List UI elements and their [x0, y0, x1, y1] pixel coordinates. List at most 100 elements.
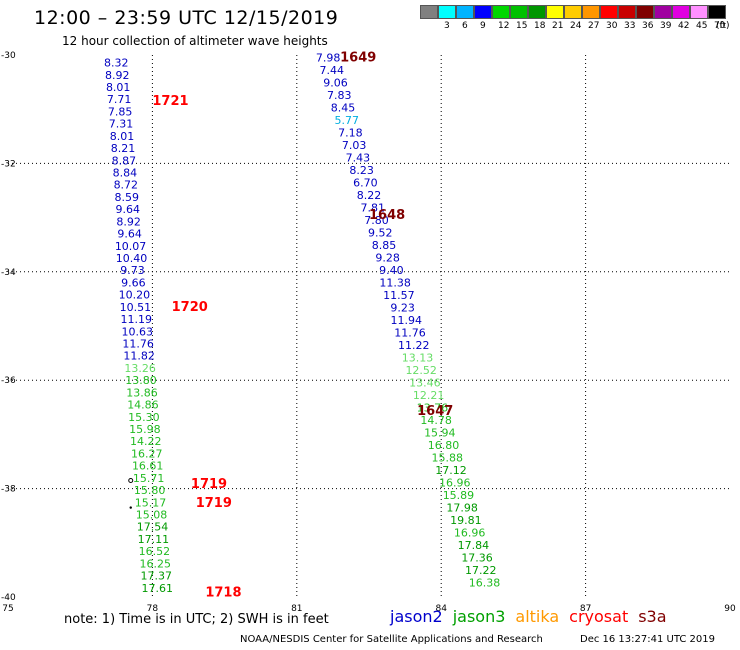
satellite-jason3: jason3: [452, 607, 506, 626]
wave-height-value: 11.22: [398, 339, 430, 352]
generation-timestamp: Dec 16 13:27:41 UTC 2019: [580, 634, 715, 645]
wave-height-value: 16.96: [439, 476, 471, 489]
wave-height-value: 13.86: [126, 386, 158, 399]
wave-height-value: 17.61: [141, 582, 173, 595]
wave-height-value: 10.07: [115, 240, 147, 253]
footer-note: note: 1) Time is in UTC; 2) SWH is in fe…: [64, 612, 329, 627]
legend-swatch: [456, 5, 474, 19]
wave-height-value: 8.92: [116, 215, 141, 228]
wave-height-value: 8.87: [112, 154, 137, 167]
wave-height-value: 8.21: [111, 142, 136, 155]
wave-height-value: 15.94: [424, 426, 456, 439]
pass-time-label: 1718: [205, 586, 241, 601]
chart-subtitle: 12 hour collection of altimeter wave hei…: [62, 34, 328, 48]
legend-swatch: [708, 5, 726, 19]
pass-time-label: 1648: [369, 208, 405, 223]
legend-swatch: [690, 5, 708, 19]
legend-swatch: [564, 5, 582, 19]
legend-swatch: [420, 5, 438, 19]
wave-height-value: 8.01: [106, 81, 131, 94]
satellite-legend: jason2 jason3 altika cryosat s3a: [390, 607, 677, 626]
wave-height-value: 9.64: [115, 203, 140, 216]
wave-height-value: 15.71: [133, 472, 165, 485]
wave-height-value: 8.72: [114, 179, 139, 192]
wave-height-value: 15.17: [135, 496, 167, 509]
legend-labels: 3 6 9 12 15 18 21 24 27 30 33 36 39 42 45 70 (ft): [420, 19, 740, 33]
legend-unit: (ft): [716, 21, 730, 31]
legend-swatch: [510, 5, 528, 19]
legend-label: 70: [714, 21, 726, 31]
wave-height-value: 16.27: [131, 447, 163, 460]
wave-height-value: 9.66: [121, 276, 146, 289]
wave-height-value: 17.37: [141, 570, 173, 583]
legend-swatch: [546, 5, 564, 19]
wave-height-value: 11.94: [391, 314, 423, 327]
wave-height-value: 12.52: [405, 364, 437, 377]
pass-time-label: 1720: [172, 300, 208, 315]
wave-height-value: 7.98: [316, 52, 341, 65]
pass-time-label: 1719: [191, 477, 227, 492]
legend-label: 18: [534, 21, 546, 31]
wave-height-value: 11.38: [379, 277, 411, 290]
wave-height-value: 13.13: [402, 352, 434, 365]
wave-height-value: 11.82: [123, 350, 155, 363]
wave-height-value: 17.54: [137, 521, 169, 534]
legend-swatch: [492, 5, 510, 19]
wave-height-value: 11.76: [394, 327, 426, 340]
wave-height-value: 14.86: [127, 399, 159, 412]
x-tick-label: 81: [291, 604, 302, 614]
legend-label: 6: [462, 21, 468, 31]
wave-height-value: 14.78: [420, 414, 452, 427]
y-tick-label: -40: [1, 593, 16, 603]
color-legend: 3 6 9 12 15 18 21 24 27 30 33 36 39 42 45 70 (ft): [420, 5, 740, 33]
wave-height-value: 13.46: [409, 376, 441, 389]
legend-label: 15: [516, 21, 528, 31]
wave-height-value: 15.30: [128, 411, 160, 424]
wave-height-value: 17.36: [461, 551, 493, 564]
wave-height-value: 16.61: [132, 460, 164, 473]
legend-swatches: [420, 5, 740, 19]
wave-height-value: 16.96: [454, 526, 486, 539]
wave-height-value: 9.73: [120, 264, 145, 277]
wave-height-value: 13.26: [124, 362, 156, 375]
legend-label: 36: [642, 21, 654, 31]
wave-height-value: 16.52: [139, 545, 171, 558]
wave-height-value: 7.03: [342, 139, 367, 152]
wave-height-value: 8.84: [113, 167, 138, 180]
legend-swatch: [654, 5, 672, 19]
wave-height-value: 9.23: [390, 302, 415, 315]
wave-height-value: 7.71: [107, 93, 132, 106]
wave-height-value: 8.01: [110, 130, 135, 143]
y-tick-label: -38: [1, 485, 16, 495]
wave-height-value: 19.81: [450, 514, 482, 527]
satellite-jason2: jason2: [390, 607, 443, 626]
wave-height-value: 8.32: [104, 57, 129, 70]
wave-height-value: 9.40: [379, 264, 404, 277]
wave-height-value: 9.06: [323, 77, 348, 90]
wave-height-value: 7.44: [320, 64, 345, 77]
island-marker: [129, 506, 132, 509]
wave-height-value: 7.85: [108, 105, 133, 118]
wave-height-value: 15.89: [443, 489, 475, 502]
y-tick-label: -34: [1, 268, 16, 278]
legend-label: 33: [624, 21, 636, 31]
legend-label: 21: [552, 21, 564, 31]
wave-height-value: 8.85: [372, 239, 397, 252]
legend-label: 30: [606, 21, 618, 31]
legend-swatch: [636, 5, 654, 19]
wave-height-value: 8.45: [331, 102, 356, 115]
legend-swatch: [474, 5, 492, 19]
wave-height-value: 11.19: [121, 313, 153, 326]
wave-height-value: 17.11: [138, 533, 170, 546]
y-tick-label: -32: [1, 159, 16, 169]
wave-height-value: 15.98: [129, 423, 161, 436]
wave-height-value: 10.40: [116, 252, 148, 265]
wave-height-value: 7.43: [346, 152, 371, 165]
wave-height-value: 7.31: [109, 118, 134, 131]
pass-time-label: 1719: [196, 496, 232, 511]
x-tick-label: 84: [435, 604, 447, 614]
wave-height-value: 8.92: [105, 69, 130, 82]
legend-swatch: [582, 5, 600, 19]
wave-height-value: 11.76: [122, 338, 154, 351]
wave-height-value: 10.51: [120, 301, 152, 314]
